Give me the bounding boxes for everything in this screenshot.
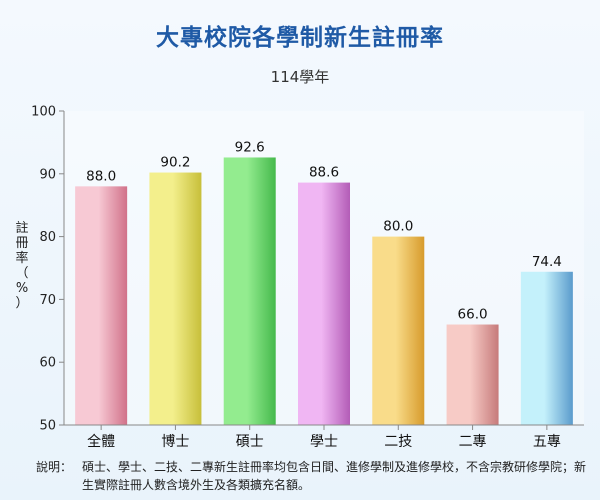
y-axis-label-char: 率	[15, 250, 28, 266]
y-axis: 50 60 70 80 90 100	[31, 105, 65, 434]
y-axis-label-char: 冊	[15, 236, 28, 251]
x-tick-label: 碩士	[236, 434, 264, 450]
footnote: 說明： 碩士、學士、二技、二專新生註冊率均包含日間、進修學制及進修學校，不含宗教…	[36, 458, 586, 494]
y-tick-label: 80	[39, 230, 56, 245]
footnote-label: 說明：	[36, 460, 73, 474]
bar-value-label: 92.6	[235, 139, 265, 155]
bar-value-label: 80.0	[383, 219, 413, 235]
y-tick-label: 50	[39, 419, 56, 434]
bar-value-label: 74.4	[532, 254, 562, 270]
bar-二專	[446, 324, 499, 425]
bar-value-label: 88.6	[309, 165, 339, 181]
bar-value-label: 90.2	[160, 155, 190, 171]
x-axis: 全體 博士 碩士 學士 二技 二專 五專	[64, 424, 584, 450]
y-axis-label-char: ）	[15, 296, 28, 311]
x-tick-label: 二專	[459, 434, 487, 450]
bar-五專	[520, 271, 573, 425]
y-axis-label-char: 註	[15, 221, 28, 236]
chart-subtitle: 114學年	[270, 68, 330, 86]
y-axis-label: 註冊率（%）	[15, 221, 28, 311]
bar-value-label: 88.0	[86, 168, 116, 184]
bar-value-label: 66.0	[458, 307, 488, 323]
bar-碩士	[223, 157, 276, 426]
bar-全體	[75, 186, 128, 425]
x-tick-label: 博士	[161, 433, 189, 450]
y-tick-label: 100	[31, 105, 56, 120]
bar-博士	[149, 172, 202, 425]
y-tick-label: 70	[39, 293, 56, 308]
bar-二技	[372, 236, 425, 425]
chart-title: 大專校院各學制新生註冊率	[156, 25, 444, 51]
x-tick-label: 學士	[310, 434, 338, 450]
x-tick-label: 二技	[384, 434, 412, 450]
x-tick-label: 全體	[87, 433, 115, 450]
y-axis-label-char: %	[16, 281, 28, 296]
bar-學士	[298, 182, 350, 425]
y-axis-label-char: （	[15, 266, 28, 281]
y-tick-label: 60	[39, 356, 56, 371]
footnote-text: 碩士、學士、二技、二專新生註冊率均包含日間、進修學制及進修學校，不含宗教研修學院…	[82, 460, 587, 492]
bars-group: 88.0 90.2 92.6 88.6 80.0 66.0 74.4	[75, 139, 573, 426]
x-tick-label: 五專	[533, 434, 561, 450]
y-tick-label: 90	[39, 167, 56, 182]
